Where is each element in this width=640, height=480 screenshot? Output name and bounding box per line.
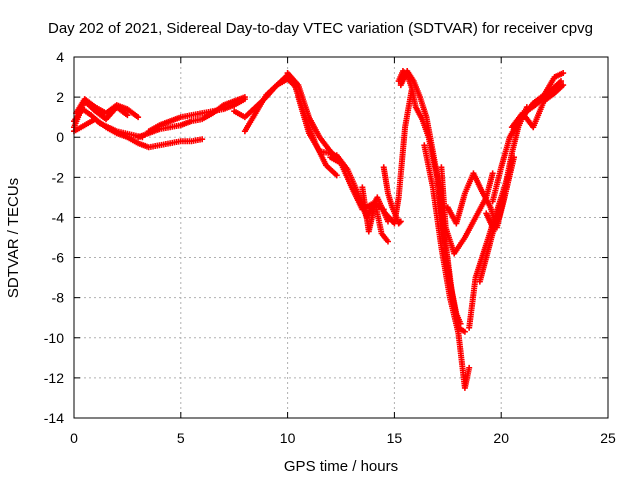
x-tick-label: 20 [493,430,509,446]
data-point [135,114,142,121]
series-track-27 [519,70,567,121]
x-tick-label: 5 [177,430,185,446]
y-axis-label: SDTVAR / TECUs [5,178,22,298]
data-point [124,112,131,119]
x-tick-label: 25 [600,430,616,446]
series-track-6 [145,96,248,135]
plot-frame [73,56,609,419]
y-tick-label: 4 [56,49,64,65]
data-point [396,219,403,226]
data-points [71,68,567,391]
data-point [461,328,468,335]
data-point [199,136,206,143]
series-track-1 [71,116,206,151]
y-tick-label: -8 [52,290,65,306]
y-tick-label: -12 [44,370,64,386]
x-tick-label: 15 [387,430,403,446]
data-point [560,82,567,89]
y-tick-label: 0 [56,129,64,145]
y-tick-label: 2 [56,89,64,105]
data-point [333,172,340,179]
x-axis-label: GPS time / hours [284,458,398,475]
y-tick-label: -6 [52,250,65,266]
series-track-16 [380,88,415,227]
chart-title: Day 202 of 2021, Sidereal Day-to-day VTE… [48,20,593,37]
data-point [241,96,248,103]
data-point [384,238,391,245]
series-track-17 [395,68,464,327]
series-track-14 [359,184,391,245]
grid [74,57,608,418]
y-tick-label: -14 [44,410,64,426]
axis-ticks: 0 5 10 15 20 25 -14 -12 -10 -8 -6 -4 -2 0 2 4 [44,49,616,446]
x-tick-label: 0 [70,430,78,446]
data-point [489,170,496,177]
x-tick-label: 10 [280,430,296,446]
series-track-8 [241,76,298,135]
y-tick-label: -10 [44,330,64,346]
series-track-11 [295,94,340,161]
y-tick-label: -2 [52,169,65,185]
series-track-26 [508,82,567,131]
data-point [466,364,473,371]
data-point [558,78,565,85]
series-track-4 [71,98,131,131]
series-track-19 [421,142,473,391]
data-point [560,70,567,77]
data-point [397,218,404,225]
y-tick-label: -4 [52,209,65,225]
